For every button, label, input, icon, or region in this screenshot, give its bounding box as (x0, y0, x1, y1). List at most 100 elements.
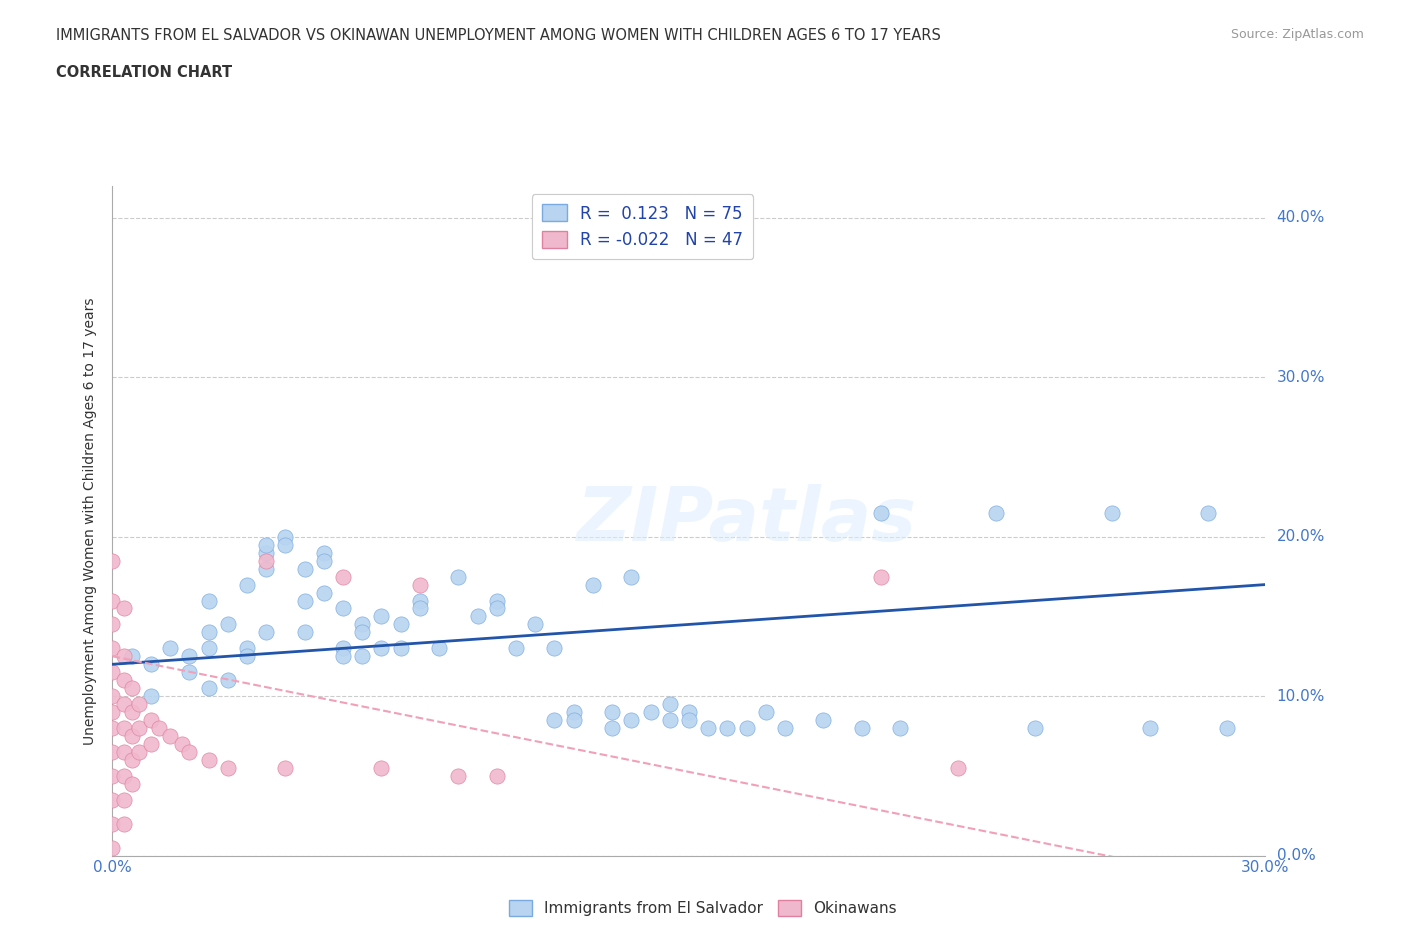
Point (640, 705, 662, 720)
Point (312, 553, 335, 568)
Point (716, 721, 738, 736)
Point (485, 768, 508, 783)
Point (427, 641, 450, 656)
Y-axis label: Unemployment Among Women with Children Ages 6 to 17 years: Unemployment Among Women with Children A… (83, 297, 97, 745)
Point (101, 840, 124, 855)
Point (217, 761, 239, 776)
Point (620, 569, 643, 584)
Point (505, 641, 527, 656)
Point (352, 617, 374, 631)
Point (112, 672, 135, 687)
Point (254, 625, 277, 640)
Point (121, 681, 143, 696)
Point (128, 745, 150, 760)
Point (389, 641, 412, 656)
Point (467, 609, 489, 624)
Point (121, 705, 143, 720)
Point (889, 721, 911, 736)
Point (101, 665, 124, 680)
Point (773, 721, 796, 736)
Point (139, 689, 162, 704)
Point (217, 672, 239, 687)
Point (112, 601, 135, 616)
Point (600, 721, 623, 736)
Point (236, 578, 259, 592)
Point (274, 529, 297, 544)
Point (197, 681, 219, 696)
Point (112, 817, 135, 831)
Point (101, 817, 124, 831)
Point (236, 649, 259, 664)
Point (121, 649, 143, 664)
Point (352, 649, 374, 664)
Text: 0.0%: 0.0% (1277, 848, 1315, 863)
Point (139, 712, 162, 727)
Point (179, 745, 201, 760)
Point (409, 593, 432, 608)
Point (658, 697, 681, 711)
Point (1216, 721, 1239, 736)
Point (1101, 505, 1123, 520)
Point (332, 649, 354, 664)
Point (121, 728, 143, 743)
Legend: Immigrants from El Salvador, Okinawans: Immigrants from El Salvador, Okinawans (503, 894, 903, 923)
Point (217, 617, 239, 631)
Point (755, 705, 778, 720)
Point (332, 601, 354, 616)
Point (101, 641, 124, 656)
Point (179, 665, 201, 680)
Point (101, 705, 124, 720)
Point (678, 712, 700, 727)
Point (179, 649, 201, 664)
Point (658, 712, 681, 727)
Point (254, 545, 277, 560)
Point (312, 585, 335, 600)
Text: CORRELATION CHART: CORRELATION CHART (56, 65, 232, 80)
Point (543, 712, 565, 727)
Point (1139, 721, 1161, 736)
Point (112, 792, 135, 807)
Point (254, 553, 277, 568)
Point (101, 593, 124, 608)
Point (112, 649, 135, 664)
Point (370, 609, 392, 624)
Text: IMMIGRANTS FROM EL SALVADOR VS OKINAWAN UNEMPLOYMENT AMONG WOMEN WITH CHILDREN A: IMMIGRANTS FROM EL SALVADOR VS OKINAWAN … (56, 28, 941, 43)
Point (332, 569, 354, 584)
Point (294, 625, 316, 640)
Point (170, 737, 193, 751)
Point (101, 553, 124, 568)
Point (254, 561, 277, 576)
Point (159, 641, 181, 656)
Point (946, 761, 969, 776)
Point (101, 792, 124, 807)
Point (236, 641, 259, 656)
Point (332, 641, 354, 656)
Point (870, 569, 893, 584)
Point (312, 545, 335, 560)
Point (735, 721, 758, 736)
Point (352, 625, 374, 640)
Point (1024, 721, 1046, 736)
Point (582, 578, 605, 592)
Point (447, 569, 470, 584)
Point (101, 721, 124, 736)
Point (121, 752, 143, 767)
Point (562, 712, 585, 727)
Point (409, 601, 432, 616)
Point (197, 752, 219, 767)
Point (389, 617, 412, 631)
Point (274, 761, 297, 776)
Point (678, 705, 700, 720)
Point (128, 721, 150, 736)
Point (101, 745, 124, 760)
Legend: R =  0.123   N = 75, R = -0.022   N = 47: R = 0.123 N = 75, R = -0.022 N = 47 (531, 194, 754, 259)
Point (447, 768, 470, 783)
Point (197, 625, 219, 640)
Point (524, 617, 547, 631)
Text: 10.0%: 10.0% (1277, 689, 1324, 704)
Point (697, 721, 720, 736)
Point (101, 768, 124, 783)
Point (370, 761, 392, 776)
Point (197, 641, 219, 656)
Point (197, 593, 219, 608)
